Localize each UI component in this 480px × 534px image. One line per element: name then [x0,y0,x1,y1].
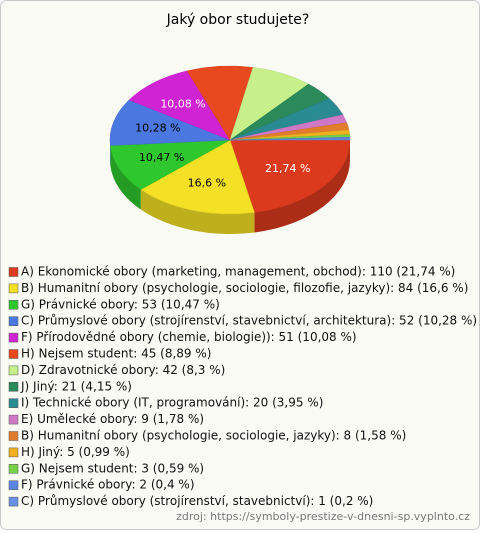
legend-swatch [9,333,18,342]
legend-swatch [9,448,18,457]
legend-label: H) Nejsem student: 45 (8,89 %) [21,347,211,361]
data-label: 10,47 % [139,151,184,164]
legend-label: D) Zdravotnické obory: 42 (8,3 %) [21,363,225,377]
legend-label: G) Právnické obory: 53 (10,47 %) [21,297,220,311]
data-label: 16,6 % [188,177,226,190]
legend-label: B) Humanitní obory (psychologie, sociolo… [21,429,406,443]
legend-swatch [9,268,18,277]
data-label: 21,74 % [265,162,310,175]
legend-label: F) Právnické obory: 2 (0,4 %) [21,478,195,492]
legend-label: A) Ekonomické obory (marketing, manageme… [21,265,455,279]
legend-label: C) Průmyslové obory (strojírenství, stav… [21,494,373,508]
legend-label: J) Jiný: 21 (4,15 %) [20,379,132,393]
legend-swatch [9,481,18,490]
legend-label: C) Průmyslové obory (strojírenství, stav… [21,314,477,328]
legend-swatch [9,382,18,391]
legend-swatch [9,432,18,441]
legend-swatch [9,300,18,309]
source: zdroj: https://symboly-prestize-v-dnesni… [176,510,470,523]
legend-swatch [9,497,18,506]
legend-swatch [9,415,18,424]
data-label: 10,28 % [135,122,180,135]
legend-swatch [9,317,18,326]
legend-swatch [9,366,18,375]
legend-label: F) Přírodovědné obory (chemie, biologie)… [21,330,357,344]
legend-swatch [9,350,18,359]
legend-swatch [9,399,18,408]
legend-label: G) Nejsem student: 3 (0,59 %) [21,461,204,475]
legend-label: I) Technické obory (IT, programování): 2… [21,396,323,410]
data-label: 10,08 % [160,97,205,110]
legend-label: E) Umělecké obory: 9 (1,78 %) [21,412,204,426]
chart-title: Jaký obor studujete? [166,12,310,28]
legend-label: H) Jiný: 5 (0,99 %) [21,445,130,459]
legend-swatch [9,284,18,293]
legend-label: B) Humanitní obory (psychologie, sociolo… [21,281,468,295]
legend-swatch [9,464,18,473]
